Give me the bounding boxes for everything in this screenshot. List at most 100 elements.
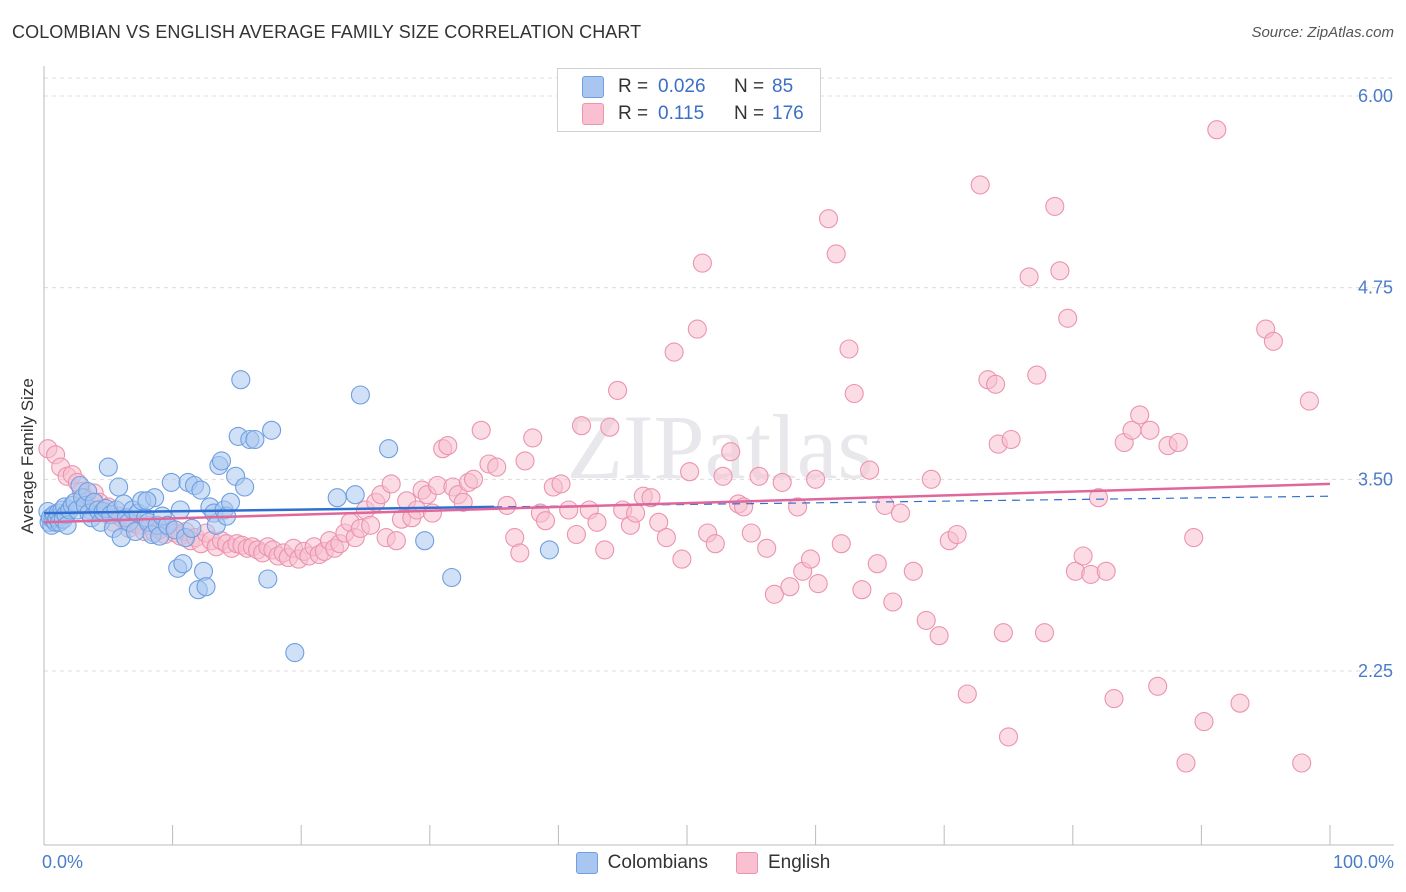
data-point-english [487,457,507,477]
x-label-left: 0.0% [42,852,84,872]
data-point-colombians [231,370,251,390]
data-point-english [721,442,741,462]
data-point-english [672,549,692,569]
data-point-colombians [350,385,370,405]
data-point-english [970,175,990,195]
data-point-english [1045,196,1065,216]
data-point-english [535,511,556,531]
data-point-english [1292,753,1312,773]
data-point-english [986,374,1006,394]
data-point-english [438,436,458,456]
stats-legend: R = 0.026 N = 85 R = 0.115 N = 176 [557,68,821,132]
data-point-english [839,339,859,359]
data-point-english [929,626,949,646]
source-label: Source: ZipAtlas.com [1251,24,1394,41]
data-point-english [687,319,707,339]
legend-swatch-colombians [575,852,598,874]
data-point-english [705,534,725,554]
data-point-colombians [191,480,211,500]
data-point-english [883,592,903,612]
n-value: 85 [772,76,794,97]
data-point-english [757,538,777,558]
data-point-english [692,253,712,273]
data-point-english [1168,432,1188,453]
data-point-colombians [98,457,118,477]
y-tick-label: 4.75 [1358,278,1393,298]
data-point-english [1104,689,1124,709]
data-point-english [713,466,733,486]
y-tick-label: 3.50 [1358,469,1393,489]
data-point-english [1263,331,1283,351]
data-point-english [764,584,784,604]
data-point-english [808,574,828,594]
data-point-colombians [173,554,193,574]
data-point-english [559,500,579,520]
data-point-english [551,474,571,494]
data-point-english [1081,564,1101,584]
data-point-english [806,469,826,489]
data-point-english [1184,528,1204,548]
data-point-english [1058,308,1078,328]
legend-item-english[interactable]: English [736,852,830,874]
data-point-english [571,416,592,436]
data-point-english [890,503,911,523]
data-point-english [641,488,661,508]
data-point-english [1073,546,1093,566]
data-point-colombians [442,567,462,588]
data-point-english [626,503,646,523]
data-point-english [680,462,700,482]
data-point-english [1050,261,1070,281]
legend-row-colombians: R = 0.026 N = 85 [582,75,822,99]
chart-title: COLOMBIAN VS ENGLISH AVERAGE FAMILY SIZE… [12,22,642,42]
data-point-english [608,380,628,400]
data-point-english [867,554,887,574]
data-point-english [818,209,839,229]
data-point-english [497,495,517,515]
data-point-english [649,512,669,532]
data-point-colombians [182,518,202,538]
data-point-english [998,727,1019,747]
series-colombians [38,370,559,663]
data-point-english [852,580,872,600]
legend-swatch-english [736,852,758,874]
data-point-colombians [235,477,255,497]
data-point-english [749,466,769,486]
data-point-english [587,512,607,532]
data-point-english [1034,623,1055,643]
y-tick-label: 2.25 [1358,661,1393,681]
r-value: 0.026 [658,76,706,97]
n-label: N = [734,76,765,97]
data-point-english [471,420,491,440]
data-point-english [826,244,846,264]
data-point-english [523,428,543,448]
legend-label-colombians: Colombians [607,852,708,873]
data-point-english [1027,365,1047,385]
data-point-english [1299,391,1319,411]
data-point-colombians [196,577,216,597]
n-label: N = [734,103,765,124]
data-point-english [844,383,864,404]
data-point-colombians [161,472,181,492]
data-point-english [600,417,620,437]
data-point-colombians [220,492,241,512]
data-point-english [1019,267,1039,287]
data-point-colombians [379,439,399,459]
y-tick-labels: 2.25 3.50 4.75 6.00 [1358,86,1393,681]
data-point-english [860,460,880,480]
data-point-colombians [211,451,232,471]
data-point-colombians [137,491,157,511]
n-value: 176 [772,103,804,124]
data-point-english [595,540,615,560]
legend-row-english: R = 0.115 N = 176 [582,102,822,126]
legend-swatch-colombians [582,76,604,98]
data-point-english [1140,420,1160,440]
data-point-english [381,474,401,494]
data-point-english [1194,712,1214,732]
legend-item-colombians[interactable]: Colombians [575,852,708,874]
legend-swatch-english [582,103,604,125]
data-point-colombians [345,485,365,505]
data-point-english [463,469,484,489]
data-point-english [993,623,1013,643]
data-point-colombians [262,420,282,440]
data-point-english [656,528,676,548]
